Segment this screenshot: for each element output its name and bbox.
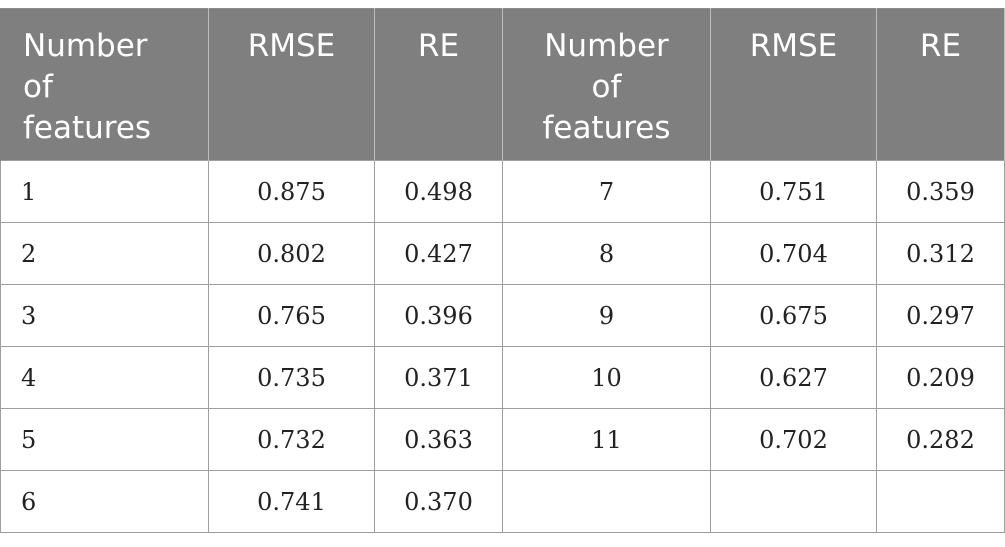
cell-rmse-left: 0.875	[208, 160, 375, 223]
header-number-of-features-left: Number of features	[0, 8, 209, 161]
results-table: Number of features RMSE RE Number of fea…	[0, 8, 1005, 533]
header-label: Number of features	[542, 28, 671, 146]
cell-features-right: 10	[502, 346, 711, 409]
header-label: Number of features	[23, 28, 152, 146]
table-row: 1 0.875 0.498 7 0.751 0.359	[0, 160, 1005, 223]
cell-rmse-left: 0.802	[208, 222, 375, 285]
table-row: 5 0.732 0.363 11 0.702 0.282	[0, 408, 1005, 471]
cell-re-left: 0.363	[374, 408, 503, 471]
cell-features-right	[502, 470, 711, 533]
cell-features-left: 5	[0, 408, 209, 471]
cell-features-left: 1	[0, 160, 209, 223]
cell-re-left: 0.498	[374, 160, 503, 223]
cell-re-right: 0.297	[876, 284, 1005, 347]
cell-features-right: 8	[502, 222, 711, 285]
cell-re-right: 0.209	[876, 346, 1005, 409]
header-re-left: RE	[374, 8, 503, 161]
cell-features-right: 7	[502, 160, 711, 223]
table-header: Number of features RMSE RE Number of fea…	[0, 8, 1005, 161]
cell-rmse-right: 0.751	[710, 160, 877, 223]
table-row: 3 0.765 0.396 9 0.675 0.297	[0, 284, 1005, 347]
cell-re-left: 0.427	[374, 222, 503, 285]
cell-features-left: 2	[0, 222, 209, 285]
cell-features-left: 4	[0, 346, 209, 409]
header-label: RE	[919, 28, 962, 64]
cell-re-left: 0.371	[374, 346, 503, 409]
cell-re-right: 0.282	[876, 408, 1005, 471]
cell-re-right: 0.312	[876, 222, 1005, 285]
header-label: RMSE	[247, 28, 336, 64]
table-row: 6 0.741 0.370	[0, 470, 1005, 533]
header-number-of-features-right: Number of features	[502, 8, 711, 161]
cell-rmse-right: 0.704	[710, 222, 877, 285]
cell-features-right: 11	[502, 408, 711, 471]
cell-rmse-left: 0.735	[208, 346, 375, 409]
cell-rmse-right: 0.702	[710, 408, 877, 471]
header-rmse-left: RMSE	[208, 8, 375, 161]
cell-rmse-right: 0.675	[710, 284, 877, 347]
cell-features-left: 6	[0, 470, 209, 533]
table-row: 2 0.802 0.427 8 0.704 0.312	[0, 222, 1005, 285]
header-label: RE	[417, 28, 460, 64]
header-label: RMSE	[749, 28, 838, 64]
header-rmse-right: RMSE	[710, 8, 877, 161]
header-re-right: RE	[876, 8, 1005, 161]
cell-re-right: 0.359	[876, 160, 1005, 223]
cell-features-left: 3	[0, 284, 209, 347]
cell-re-left: 0.370	[374, 470, 503, 533]
table-row: 4 0.735 0.371 10 0.627 0.209	[0, 346, 1005, 409]
cell-rmse-right: 0.627	[710, 346, 877, 409]
table-body: 1 0.875 0.498 7 0.751 0.359 2 0.802 0.42…	[0, 160, 1005, 533]
cell-rmse-left: 0.741	[208, 470, 375, 533]
cell-re-left: 0.396	[374, 284, 503, 347]
cell-rmse-left: 0.765	[208, 284, 375, 347]
cell-re-right	[876, 470, 1005, 533]
cell-rmse-right	[710, 470, 877, 533]
cell-features-right: 9	[502, 284, 711, 347]
header-row: Number of features RMSE RE Number of fea…	[0, 8, 1005, 161]
cell-rmse-left: 0.732	[208, 408, 375, 471]
